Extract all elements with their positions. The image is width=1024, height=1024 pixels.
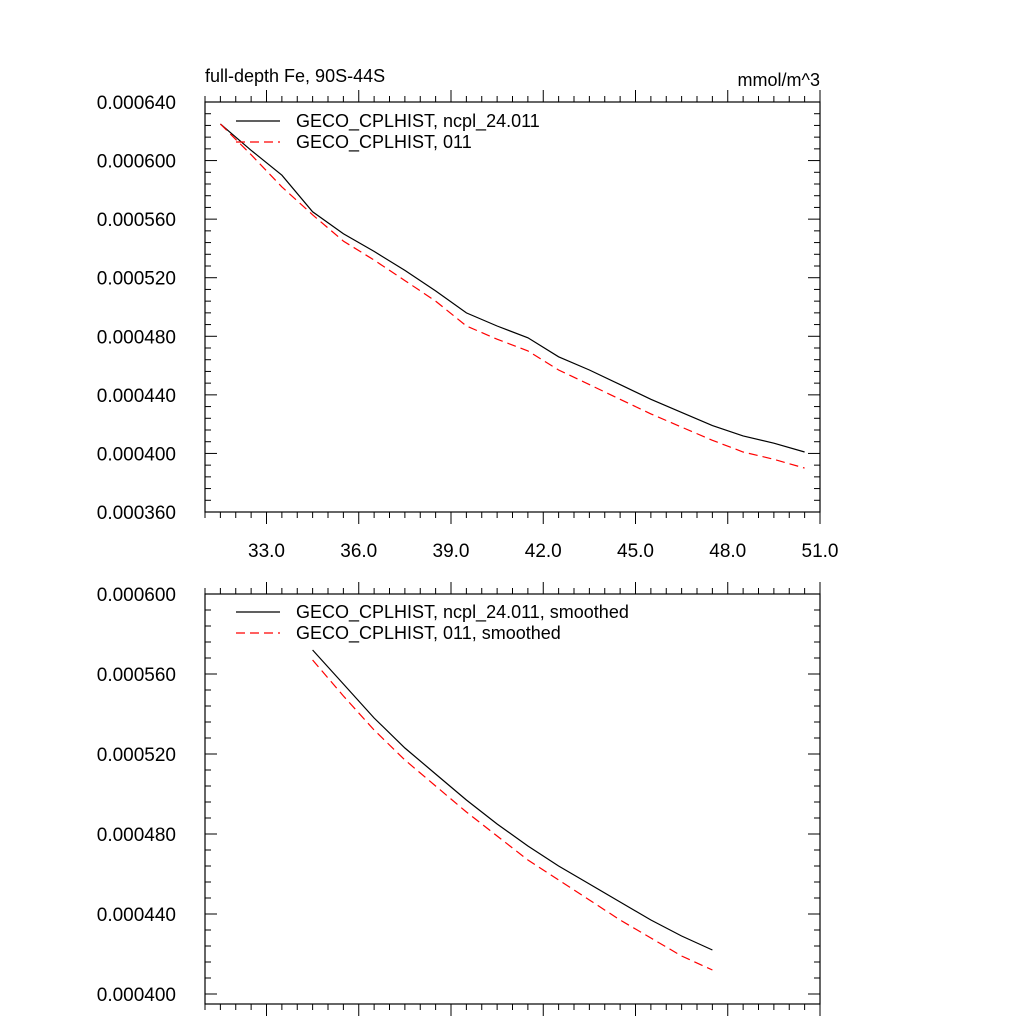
y-tick-label: 0.000360: [97, 503, 176, 524]
x-tick-label: 45.0: [617, 541, 654, 562]
y-tick-label: 0.000480: [97, 327, 176, 348]
y-tick-label: 0.000560: [97, 210, 176, 231]
y-tick-label: 0.000600: [97, 152, 176, 173]
x-tick-label: 42.0: [525, 541, 562, 562]
y-tick-label: 0.000400: [97, 985, 176, 1006]
y-tick-label: 0.000440: [97, 905, 176, 926]
bottom-panel: 0.000400 0.000440 0.000480 0.000520 0.000560…: [97, 582, 821, 1016]
bottom-ticks: 0.000400 0.000440 0.000480 0.000520 0.000560…: [97, 582, 821, 1016]
x-tick-label: 39.0: [433, 541, 470, 562]
top-panel: full-depth Fe, 90S-44S mmol/m^3 33.0 36.0…: [97, 66, 839, 562]
y-tick-label: 0.000520: [97, 269, 176, 290]
top-plot-frame: [204, 101, 821, 513]
legend-label: GECO_CPLHIST, 011: [296, 132, 472, 153]
top-panel-units: mmol/m^3: [738, 70, 820, 90]
y-tick-label: 0.000640: [97, 93, 176, 114]
series-line-solid: [220, 123, 805, 453]
y-tick-label: 0.000400: [97, 444, 176, 465]
legend-label: GECO_CPLHIST, 011, smoothed: [296, 623, 561, 644]
x-tick-label: 51.0: [802, 541, 839, 562]
y-tick-label: 0.000560: [97, 665, 176, 686]
x-tick-label: 33.0: [248, 541, 285, 562]
y-tick-label: 0.000520: [97, 745, 176, 766]
series-line-dashed: [219, 123, 805, 469]
x-tick-label: 48.0: [709, 541, 746, 562]
y-tick-label: 0.000600: [97, 585, 176, 606]
bottom-legend: GECO_CPLHIST, ncpl_24.011, smoothedGECO_…: [236, 602, 629, 644]
legend-label: GECO_CPLHIST, ncpl_24.011: [296, 111, 540, 132]
top-ticks: 33.0 36.0 39.0 42.0 45.0 48.0 51.0 0.000360 0.00…: [97, 90, 839, 562]
bottom-series: [312, 649, 713, 971]
x-tick-label: 36.0: [340, 541, 377, 562]
legend-label: GECO_CPLHIST, ncpl_24.011, smoothed: [296, 602, 629, 623]
bottom-plot-frame: [204, 593, 821, 1005]
top-series: [219, 123, 805, 469]
series-line-dashed: [312, 659, 713, 971]
series-line-solid: [312, 649, 713, 951]
top-panel-title: full-depth Fe, 90S-44S: [205, 66, 385, 86]
y-tick-label: 0.000440: [97, 386, 176, 407]
y-tick-label: 0.000480: [97, 825, 176, 846]
